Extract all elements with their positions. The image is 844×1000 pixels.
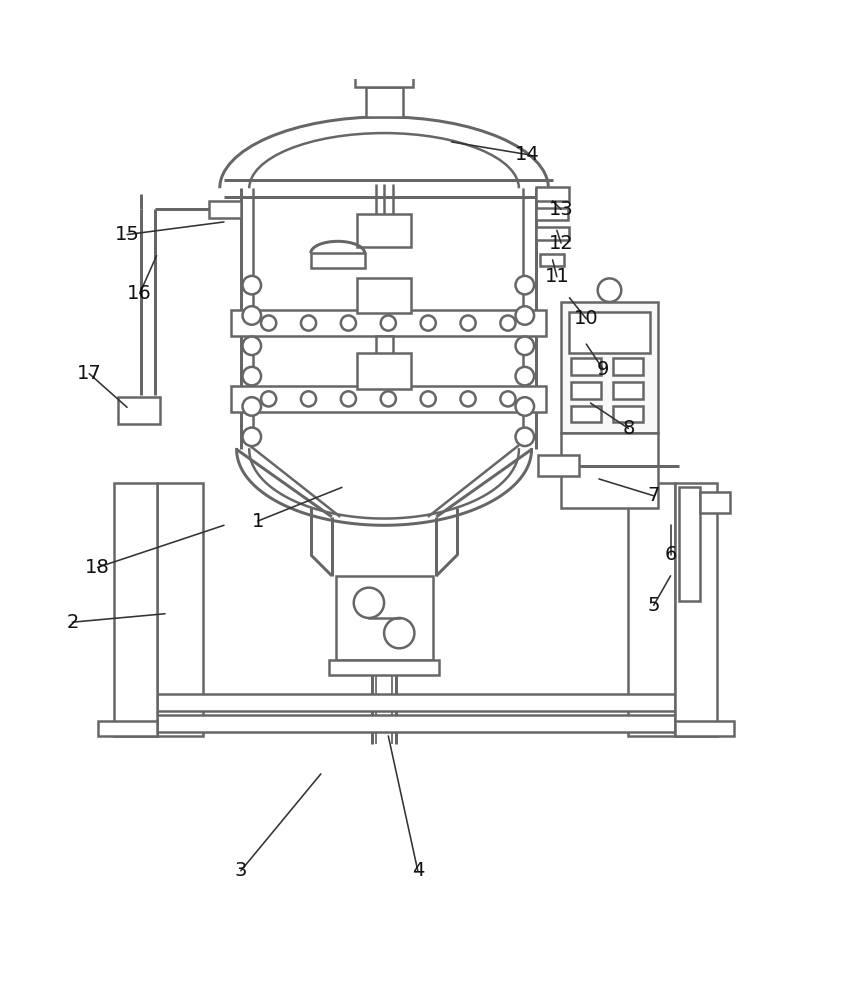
Bar [311,253,365,268]
Bar [540,254,564,266]
Circle shape [242,428,261,446]
Bar [536,227,570,240]
Circle shape [301,391,316,406]
Bar [157,483,203,736]
Bar [115,483,157,736]
Circle shape [500,315,516,331]
Bar [571,358,601,375]
Circle shape [461,315,476,331]
Circle shape [261,391,276,406]
Circle shape [341,315,356,331]
Circle shape [516,337,534,355]
Circle shape [381,391,396,406]
Circle shape [242,367,261,385]
Bar [336,576,432,660]
Bar [571,406,601,422]
Bar [98,721,157,736]
Circle shape [461,391,476,406]
Bar [157,715,675,732]
Bar [675,483,717,736]
Text: 16: 16 [127,284,152,303]
Circle shape [354,588,384,618]
Circle shape [261,315,276,331]
Bar [629,483,675,736]
Bar [614,382,643,399]
Circle shape [242,276,261,294]
Circle shape [341,391,356,406]
Text: 7: 7 [647,486,660,505]
Circle shape [516,428,534,446]
Bar [357,214,412,247]
Bar [675,721,733,736]
Text: 6: 6 [664,545,677,564]
Circle shape [516,367,534,385]
Circle shape [420,315,436,331]
Bar [118,397,160,424]
Text: 2: 2 [66,613,78,632]
Bar [355,77,413,87]
Text: 17: 17 [77,364,101,383]
Bar [365,87,403,117]
Text: 3: 3 [235,861,247,880]
Text: 12: 12 [549,234,573,253]
Bar [538,455,579,476]
Text: 15: 15 [115,225,139,244]
Circle shape [500,391,516,406]
Bar [230,386,546,412]
Text: 1: 1 [252,512,264,531]
Bar [536,187,570,201]
Bar [679,487,700,601]
Bar [357,278,412,313]
Bar [614,406,643,422]
Text: 14: 14 [515,145,539,164]
Circle shape [516,306,534,325]
Circle shape [384,618,414,648]
Circle shape [381,315,396,331]
Circle shape [598,278,621,302]
Circle shape [516,397,534,416]
Bar [561,433,658,508]
Circle shape [242,337,261,355]
Bar [230,310,546,336]
Text: 10: 10 [574,309,598,328]
Circle shape [420,391,436,406]
Bar [536,208,568,220]
Bar [561,302,658,433]
Bar [357,353,412,389]
Text: 18: 18 [85,558,110,577]
Text: 4: 4 [412,861,424,880]
Bar [329,660,439,675]
Bar [571,382,601,399]
Circle shape [242,397,261,416]
Bar [208,201,241,218]
Bar [376,336,392,386]
Text: 5: 5 [647,596,660,615]
Text: 11: 11 [544,267,569,286]
Circle shape [516,276,534,294]
Text: 13: 13 [549,200,573,219]
Text: 8: 8 [622,419,635,438]
Bar [157,694,675,711]
Text: 9: 9 [597,360,609,379]
Circle shape [242,306,261,325]
Bar [614,358,643,375]
Bar [570,312,650,353]
Bar [700,492,729,513]
Circle shape [301,315,316,331]
